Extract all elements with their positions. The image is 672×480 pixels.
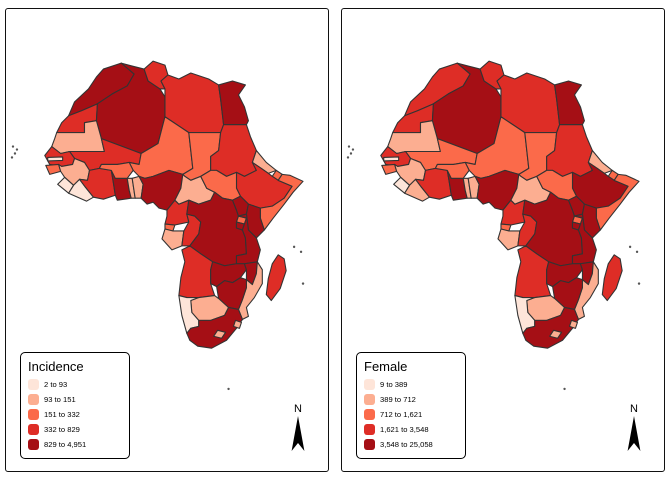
legend-swatch <box>364 439 375 450</box>
legend-item: 829 to 4,951 <box>28 439 120 450</box>
legend-item: 151 to 332 <box>28 409 120 420</box>
legend-label: 712 to 1,621 <box>380 410 423 419</box>
country-burkina-faso <box>98 161 134 179</box>
africa-map-female <box>346 60 641 391</box>
legend-label: 829 to 4,951 <box>44 440 87 449</box>
legend-swatch <box>364 409 375 420</box>
island-dot <box>349 152 353 155</box>
country-south-africa <box>186 306 243 349</box>
island-dot <box>301 282 305 285</box>
africa-map-incidence <box>10 60 305 391</box>
country-gabon <box>161 228 185 251</box>
legend-box-incidence: Incidence 2 to 93 93 to 151 151 to 332 332 … <box>20 352 130 459</box>
legend-swatch <box>28 394 39 405</box>
country-madagascar <box>601 254 623 302</box>
legend-label: 93 to 151 <box>44 395 76 404</box>
legend-item: 9 to 389 <box>364 379 456 390</box>
country-south-africa <box>522 306 579 349</box>
country-togo <box>126 177 136 199</box>
north-label: N <box>294 403 302 415</box>
country-gambia <box>47 156 64 162</box>
legend-label: 332 to 829 <box>44 425 80 434</box>
legend-swatch <box>28 439 39 450</box>
map-panel-incidence: Incidence 2 to 93 93 to 151 151 to 332 332 … <box>5 8 329 472</box>
country-gabon <box>497 228 521 251</box>
country-tanzania <box>571 213 597 265</box>
north-indicator: N <box>622 404 646 452</box>
island-dot <box>635 250 639 254</box>
legend-label: 3,548 to 25,058 <box>380 440 433 449</box>
legend-label: 389 to 712 <box>380 395 416 404</box>
legend-item: 1,621 to 3,548 <box>364 424 456 435</box>
legend-item: 389 to 712 <box>364 394 456 405</box>
country-madagascar <box>265 254 287 302</box>
country-tanzania <box>235 213 261 265</box>
legend-title: Incidence <box>28 359 84 374</box>
legend-label: 9 to 389 <box>380 380 408 389</box>
country-egypt <box>218 80 249 126</box>
legend-label: 151 to 332 <box>44 410 80 419</box>
island-dot <box>347 145 351 148</box>
legend-item: 93 to 151 <box>28 394 120 405</box>
legend-swatch <box>364 379 375 390</box>
country-lesotho <box>213 329 227 339</box>
island-dot <box>292 245 296 249</box>
legend-items: 9 to 389 389 to 712 712 to 1,621 1,621 to 3… <box>364 379 456 450</box>
legend-swatch <box>364 394 375 405</box>
country-swaziland <box>232 319 243 329</box>
island-dot <box>11 145 15 148</box>
country-burkina-faso <box>434 161 470 179</box>
map-panel-female: Female 9 to 389 389 to 712 712 to 1,621 1,6… <box>341 8 665 472</box>
island-dot <box>15 148 19 151</box>
island-dot <box>299 250 303 254</box>
country-guinea-bissau <box>45 163 62 175</box>
country-lesotho <box>549 329 563 339</box>
island-dot <box>351 148 355 151</box>
country-togo <box>462 177 472 199</box>
legend-label: 2 to 93 <box>44 380 68 389</box>
country-somalia <box>259 173 304 231</box>
legend-item: 332 to 829 <box>28 424 120 435</box>
country-guinea-bissau <box>381 163 398 175</box>
island-dot <box>637 282 641 285</box>
island-dot <box>346 156 350 159</box>
legend-item: 3,548 to 25,058 <box>364 439 456 450</box>
legend-swatch <box>28 409 39 420</box>
north-arrow-icon <box>291 416 305 451</box>
legend-box-female: Female 9 to 389 389 to 712 712 to 1,621 1,6… <box>356 352 466 459</box>
legend-item: 712 to 1,621 <box>364 409 456 420</box>
island-dot <box>227 387 230 391</box>
country-gambia <box>383 156 400 162</box>
legend-item: 2 to 93 <box>28 379 120 390</box>
north-label: N <box>630 403 638 415</box>
legend-title: Female <box>364 359 408 374</box>
country-swaziland <box>568 319 579 329</box>
country-somalia <box>595 173 640 231</box>
north-indicator: N <box>286 404 310 452</box>
legend-items: 2 to 93 93 to 151 151 to 332 332 to 829 829 … <box>28 379 120 450</box>
island-dot <box>13 152 17 155</box>
island-dot <box>563 387 566 391</box>
legend-swatch <box>364 424 375 435</box>
legend-label: 1,621 to 3,548 <box>380 425 429 434</box>
legend-swatch <box>28 424 39 435</box>
legend-swatch <box>28 379 39 390</box>
north-arrow-icon <box>627 416 641 451</box>
island-dot <box>10 156 14 159</box>
island-dot <box>628 245 632 249</box>
country-egypt <box>554 80 585 126</box>
